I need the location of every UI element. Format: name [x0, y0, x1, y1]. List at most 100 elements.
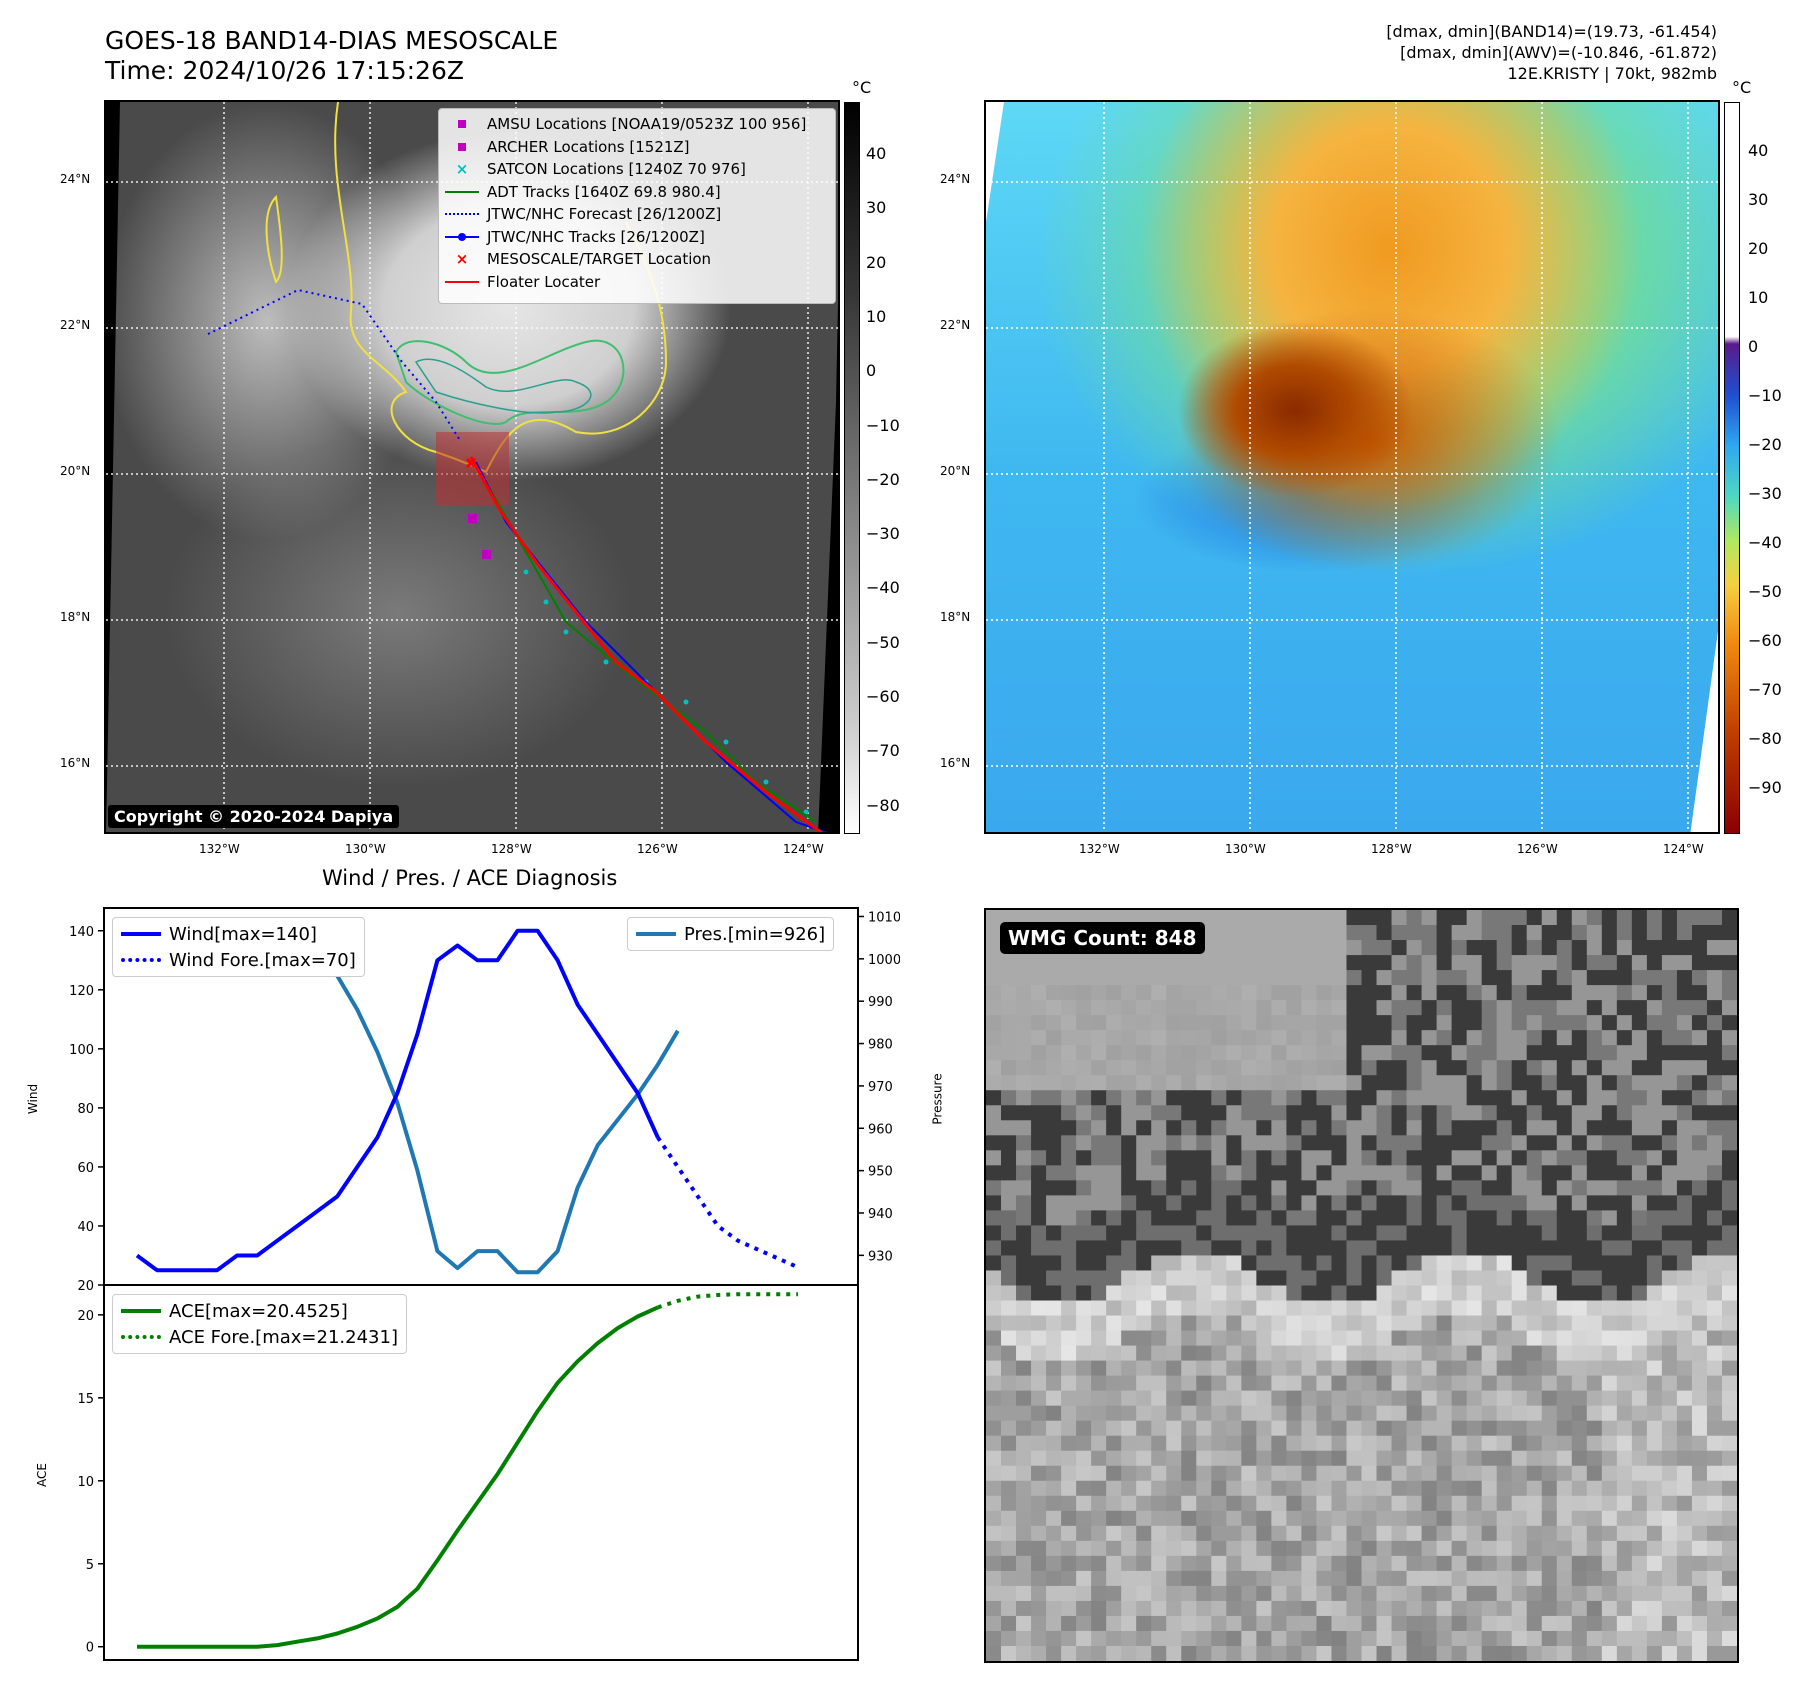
colorbar-tick-label: −70	[866, 741, 900, 761]
wmg-cell	[1316, 1375, 1333, 1392]
wmg-cell	[986, 1360, 1002, 1377]
wmg-cell	[1586, 1630, 1603, 1647]
wmg-cell	[1421, 970, 1438, 986]
wmg-cell	[1001, 1105, 1017, 1121]
wmg-cell	[1061, 1150, 1077, 1166]
wmg-cell	[1616, 1600, 1633, 1617]
wmg-cell	[1181, 1465, 1197, 1482]
wmg-cell	[1376, 1195, 1393, 1211]
wmg-cell	[1571, 1570, 1588, 1587]
wmg-cell	[1526, 1120, 1543, 1136]
wmg-cell	[1241, 1615, 1257, 1632]
jtwc-track	[475, 461, 828, 832]
wmg-cell	[1271, 1435, 1287, 1452]
wmg-cell	[1511, 1255, 1528, 1272]
wmg-cell	[1301, 1375, 1318, 1392]
wmg-cell	[1361, 1465, 1378, 1482]
wmg-cell	[1481, 1360, 1498, 1377]
colorbar-tick-label: −50	[1748, 582, 1782, 601]
wmg-cell	[986, 1465, 1002, 1482]
wmg-cell	[1406, 1630, 1423, 1647]
wmg-cell	[1691, 1270, 1708, 1287]
wmg-cell	[1196, 1330, 1212, 1347]
wmg-cell	[1121, 1645, 1137, 1661]
wmg-cell	[1046, 1615, 1062, 1632]
wmg-cell	[1181, 1315, 1197, 1332]
wmg-cell	[1046, 1525, 1062, 1542]
wmg-cell	[1541, 1435, 1558, 1452]
wmg-cell	[986, 1225, 1002, 1242]
wmg-cell	[1361, 1120, 1378, 1136]
wmg-cell	[1421, 1630, 1438, 1647]
wmg-cell	[1541, 1525, 1558, 1542]
wmg-cell	[1106, 1615, 1122, 1632]
wmg-cell	[1376, 1495, 1393, 1512]
wmg-cell	[1031, 985, 1047, 1001]
wmg-cell	[1691, 955, 1708, 971]
wmg-cell	[1316, 1420, 1333, 1437]
wmg-cell	[1721, 1300, 1737, 1317]
wmg-cell	[1166, 1255, 1182, 1272]
wmg-cell	[1451, 1120, 1468, 1136]
wmg-cell	[1466, 1195, 1483, 1211]
wmg-cell	[1271, 1645, 1287, 1661]
legend-label: JTWC/NHC Tracks [26/1200Z]	[487, 227, 705, 246]
wmg-cell	[1406, 1255, 1423, 1272]
wmg-cell	[1121, 985, 1137, 1001]
wmg-cell	[1646, 1450, 1663, 1467]
wmg-cell	[1241, 955, 1257, 971]
wmg-cell	[1376, 1060, 1393, 1076]
wmg-cell	[1406, 1390, 1423, 1407]
wmg-cell	[1016, 985, 1032, 1001]
wmg-cell	[1466, 1285, 1483, 1302]
wmg-cell	[1271, 1255, 1287, 1272]
ir-colorbar-unit: °C	[852, 78, 872, 97]
wmg-cell	[1271, 1285, 1287, 1302]
wmg-cell	[1316, 910, 1333, 926]
wmg-cell	[1541, 1510, 1558, 1527]
wmg-cell	[1511, 1120, 1528, 1136]
wmg-cell	[1496, 1150, 1513, 1166]
contour-teal	[414, 358, 592, 414]
wmg-cell	[1601, 1060, 1618, 1076]
wmg-cell	[1076, 1450, 1092, 1467]
wmg-cell	[1481, 955, 1498, 971]
wmg-cell	[1571, 1045, 1588, 1061]
wmg-cell	[1331, 1585, 1348, 1602]
wmg-cell	[1061, 1315, 1077, 1332]
wmg-cell	[1151, 1345, 1167, 1362]
wmg-cell	[1256, 1630, 1272, 1647]
wmg-cell	[1556, 1315, 1573, 1332]
wmg-cell	[1346, 1450, 1363, 1467]
wmg-cell	[1646, 1120, 1663, 1136]
wmg-cell	[1676, 1555, 1693, 1572]
wmg-cell	[1346, 1645, 1363, 1661]
wmg-cell	[1256, 1090, 1272, 1106]
wmg-cell	[1196, 1615, 1212, 1632]
wmg-cell	[1661, 1630, 1678, 1647]
wmg-cell	[1511, 940, 1528, 956]
wmg-cell	[1526, 1195, 1543, 1211]
wmg-cell	[1301, 1120, 1318, 1136]
wmg-cell	[1196, 1180, 1212, 1196]
wmg-cell	[1211, 1150, 1227, 1166]
wmg-cell	[986, 955, 1002, 971]
wmg-cell	[1316, 1585, 1333, 1602]
wmg-cell	[1136, 1525, 1152, 1542]
wmg-cell	[1481, 1045, 1498, 1061]
wmg-cell	[1406, 1105, 1423, 1121]
wmg-cell	[1496, 1195, 1513, 1211]
wmg-cell	[1166, 1480, 1182, 1497]
wmg-cell	[1556, 1585, 1573, 1602]
wmg-cell	[1451, 1135, 1468, 1151]
wmg-cell	[1196, 970, 1212, 986]
wmg-cell	[1151, 1420, 1167, 1437]
wmg-cell	[1331, 1195, 1348, 1211]
wmg-cell	[1031, 1270, 1047, 1287]
wmg-cell	[1286, 1375, 1303, 1392]
legend-label: Wind[max=140]	[169, 923, 317, 945]
wmg-cell	[1301, 1315, 1318, 1332]
wmg-cell	[1676, 1615, 1693, 1632]
wmg-cell	[1541, 1585, 1558, 1602]
wmg-cell	[1241, 985, 1257, 1001]
